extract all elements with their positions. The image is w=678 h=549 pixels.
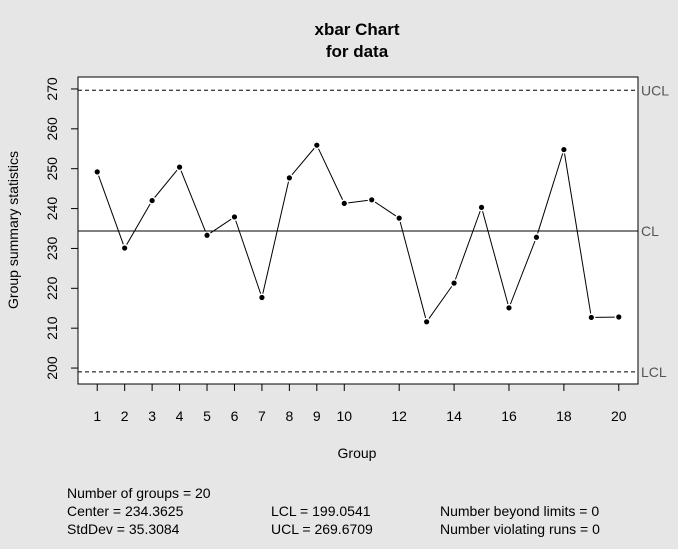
series-segment xyxy=(154,169,178,198)
x-tick-label: 10 xyxy=(336,408,352,424)
series-segment xyxy=(537,153,564,234)
data-point xyxy=(616,314,622,320)
plot-area xyxy=(77,76,639,385)
x-tick-label: 6 xyxy=(231,408,239,424)
y-tick-label: 260 xyxy=(44,117,60,141)
chart-title-line2: for data xyxy=(326,42,389,61)
x-tick-label: 18 xyxy=(556,408,572,424)
y-tick-label: 270 xyxy=(44,77,60,101)
series-segment xyxy=(126,203,151,245)
y-tick-label: 240 xyxy=(44,197,60,221)
series-segment xyxy=(98,175,124,245)
x-tick-label: 9 xyxy=(313,408,321,424)
series-segment xyxy=(509,240,536,305)
data-point xyxy=(341,200,347,206)
series-segment xyxy=(180,170,206,232)
series-segment xyxy=(210,218,232,234)
chart-title-line1: xbar Chart xyxy=(314,20,399,39)
x-tick-label: 12 xyxy=(391,408,407,424)
data-point xyxy=(204,232,210,238)
data-point xyxy=(149,197,155,204)
series-segment xyxy=(482,211,509,305)
series-segment xyxy=(262,181,289,294)
y-tick-label: 250 xyxy=(44,157,60,181)
series-segment xyxy=(291,147,315,176)
stat-stddev: StdDev = 35.3084 xyxy=(67,521,180,537)
y-tick-label: 230 xyxy=(44,237,60,261)
stats-middle: LCL = 199.0541 UCL = 269.6709 xyxy=(271,502,373,538)
data-point xyxy=(259,294,265,301)
stat-beyond-limits: Number beyond limits = 0 xyxy=(440,503,600,519)
stat-center: Center = 234.3625 xyxy=(67,503,184,519)
y-axis: 200 210 220 230 240 250 260 270 xyxy=(44,77,78,380)
data-point xyxy=(451,280,457,286)
stat-number-of-groups: Number of groups = 20 xyxy=(67,485,211,501)
data-point xyxy=(176,164,183,170)
x-tick-label: 2 xyxy=(121,408,129,424)
x-tick-label: 16 xyxy=(501,408,517,424)
stats-left: Number of groups = 20 Center = 234.3625 … xyxy=(67,484,211,538)
x-tick-label: 4 xyxy=(176,408,184,424)
series-segment xyxy=(374,201,397,217)
data-point xyxy=(396,215,402,221)
stat-violating-runs: Number violating runs = 0 xyxy=(440,521,600,537)
data-point xyxy=(533,234,540,240)
y-axis-label: Group summary statistics xyxy=(5,151,21,309)
center-label: CL xyxy=(641,223,659,239)
data-point xyxy=(231,214,238,220)
y-tick-label: 210 xyxy=(44,316,60,340)
data-point xyxy=(588,314,594,321)
ucl-label: UCL xyxy=(641,82,669,98)
data-point xyxy=(506,305,512,311)
x-tick-label: 14 xyxy=(446,408,462,424)
y-tick-label: 200 xyxy=(44,356,60,380)
x-tick-label: 20 xyxy=(611,408,627,424)
series-segment xyxy=(428,286,453,319)
series-segment xyxy=(235,220,262,294)
stat-ucl: UCL = 269.6709 xyxy=(271,521,373,537)
x-tick-label: 5 xyxy=(203,408,211,424)
data-point xyxy=(94,169,100,175)
data-point xyxy=(286,175,292,181)
series-segment xyxy=(564,153,592,314)
data-point xyxy=(369,197,375,203)
data-point xyxy=(122,245,128,251)
data-point xyxy=(561,146,567,153)
data-series xyxy=(94,142,622,325)
series-segment xyxy=(454,210,481,280)
y-tick-label: 220 xyxy=(44,276,60,300)
x-axis-label: Group xyxy=(338,445,377,461)
stat-lcl: LCL = 199.0541 xyxy=(271,503,371,519)
x-tick-label: 1 xyxy=(93,408,101,424)
data-point xyxy=(478,204,485,210)
lcl-label: LCL xyxy=(641,364,667,380)
x-tick-label: 7 xyxy=(258,408,266,424)
x-tick-label: 3 xyxy=(148,408,156,424)
data-point xyxy=(314,142,320,148)
series-segment xyxy=(348,199,368,204)
x-axis: 1 2 3 4 5 6 7 8 9 10 12 14 16 18 20 xyxy=(93,384,627,424)
series-segment xyxy=(399,221,427,319)
x-tick-label: 8 xyxy=(285,408,293,424)
control-limits: UCL CL LCL xyxy=(78,82,669,380)
stats-right: Number beyond limits = 0 Number violatin… xyxy=(440,502,600,538)
series-segment xyxy=(318,148,344,200)
data-point xyxy=(424,319,430,325)
